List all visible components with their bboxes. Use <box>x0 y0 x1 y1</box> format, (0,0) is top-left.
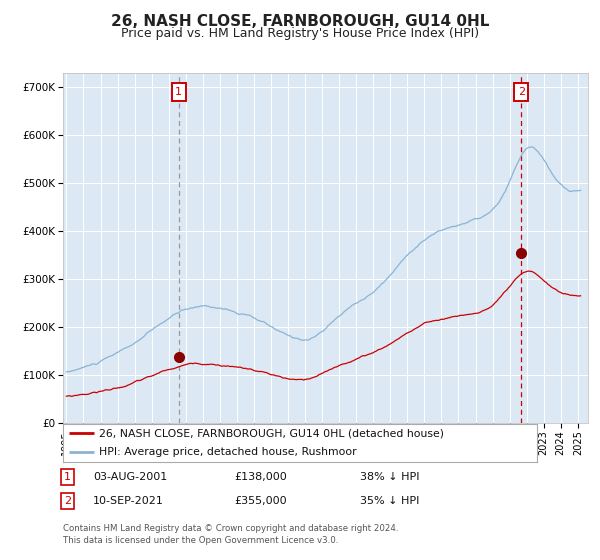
Text: 26, NASH CLOSE, FARNBOROUGH, GU14 0HL (detached house): 26, NASH CLOSE, FARNBOROUGH, GU14 0HL (d… <box>98 428 443 438</box>
Text: 1: 1 <box>175 87 182 97</box>
Text: 26, NASH CLOSE, FARNBOROUGH, GU14 0HL: 26, NASH CLOSE, FARNBOROUGH, GU14 0HL <box>111 14 489 29</box>
Text: 2: 2 <box>64 496 71 506</box>
Text: HPI: Average price, detached house, Rushmoor: HPI: Average price, detached house, Rush… <box>98 447 356 458</box>
Text: 38% ↓ HPI: 38% ↓ HPI <box>360 472 419 482</box>
Text: Contains HM Land Registry data © Crown copyright and database right 2024.
This d: Contains HM Land Registry data © Crown c… <box>63 524 398 545</box>
Text: 35% ↓ HPI: 35% ↓ HPI <box>360 496 419 506</box>
Text: 03-AUG-2001: 03-AUG-2001 <box>93 472 167 482</box>
Text: 10-SEP-2021: 10-SEP-2021 <box>93 496 164 506</box>
Text: £355,000: £355,000 <box>234 496 287 506</box>
Text: Price paid vs. HM Land Registry's House Price Index (HPI): Price paid vs. HM Land Registry's House … <box>121 27 479 40</box>
Text: 2: 2 <box>518 87 525 97</box>
Text: 1: 1 <box>64 472 71 482</box>
Text: £138,000: £138,000 <box>234 472 287 482</box>
